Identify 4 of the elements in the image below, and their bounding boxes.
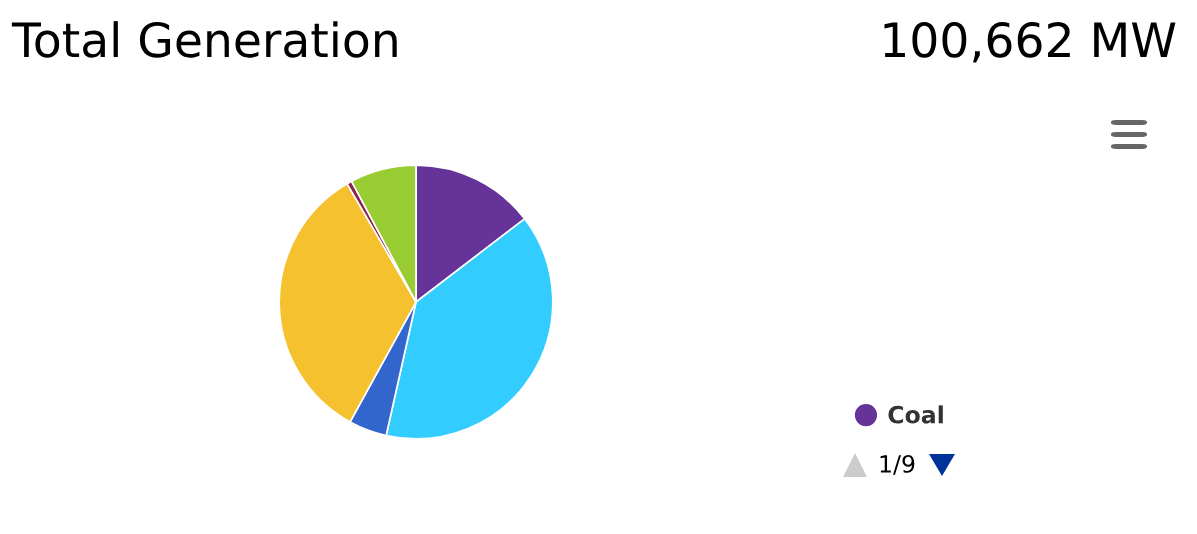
text: 1/9 — [880, 454, 915, 475]
chart-subtitle: 100,662 MW — [884, 21, 1176, 63]
legend-label: Coal — [888, 405, 943, 424]
chart-title: Total Generation — [11, 21, 397, 58]
